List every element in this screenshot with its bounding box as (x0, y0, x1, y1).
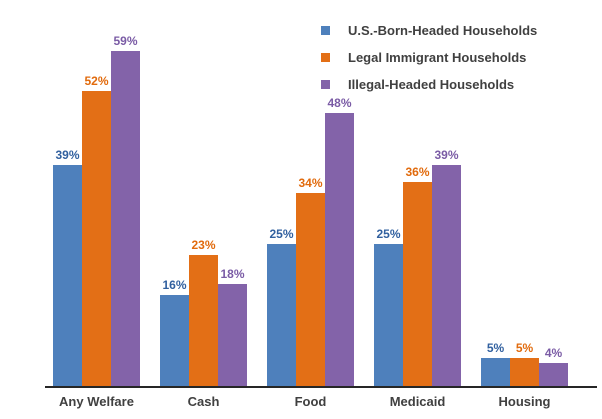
bar-food-series-1 (296, 193, 325, 386)
bar-value-label-cash-series-2: 18% (220, 267, 245, 281)
bar-medicaid-series-1 (403, 182, 432, 386)
bar-any-welfare-series-2 (111, 51, 140, 386)
bar-value-label-housing-series-1: 5% (515, 341, 534, 355)
legend-item-illegal-headed: Illegal-Headed Households (321, 75, 537, 94)
legend-swatch-blue-icon (321, 26, 330, 35)
bar-medicaid-series-0 (374, 244, 403, 386)
legend-swatch-purple-icon (321, 80, 330, 89)
bar-medicaid-series-2 (432, 165, 461, 386)
legend-item-legal-immigrant: Legal Immigrant Households (321, 48, 537, 67)
bar-housing-series-1 (510, 358, 539, 386)
legend-label-us-born: U.S.-Born-Headed Households (348, 23, 538, 38)
x-axis-label-food: Food (294, 394, 327, 409)
bar-value-label-medicaid-series-2: 39% (434, 148, 459, 162)
bar-food-series-2 (325, 113, 354, 386)
bar-cash-series-0 (160, 295, 189, 386)
legend-label-illegal-headed: Illegal-Headed Households (348, 77, 515, 92)
legend-swatch-orange-icon (321, 53, 330, 62)
x-axis-label-any-welfare: Any Welfare (59, 394, 134, 409)
legend: U.S.-Born-Headed Households Legal Immigr… (321, 21, 537, 102)
x-axis-labels: Any Welfare Cash Food Medicaid Housing (45, 394, 597, 414)
bar-value-label-food-series-2: 48% (327, 96, 352, 110)
plot-area: 39% 52% 59% 16% 23% 18% 25% 34% 48% 25% 36% 39% 5% 5%… (45, 34, 597, 388)
bar-value-label-any-welfare-series-0: 39% (55, 148, 80, 162)
bar-housing-series-0 (481, 358, 510, 386)
bar-value-label-cash-series-0: 16% (162, 278, 187, 292)
bar-value-label-medicaid-series-1: 36% (405, 165, 430, 179)
bar-value-label-cash-series-1: 23% (191, 238, 216, 252)
x-axis-label-cash: Cash (187, 394, 220, 409)
bar-housing-series-2 (539, 363, 568, 386)
bar-value-label-food-series-1: 34% (298, 176, 323, 190)
bar-any-welfare-series-0 (53, 165, 82, 386)
bar-value-label-any-welfare-series-1: 52% (84, 74, 109, 88)
bar-cash-series-1 (189, 255, 218, 386)
bar-food-series-0 (267, 244, 296, 386)
x-axis-label-housing: Housing (498, 394, 551, 409)
bar-value-label-housing-series-2: 4% (544, 346, 563, 360)
x-axis-label-medicaid: Medicaid (389, 394, 446, 409)
bar-value-label-housing-series-0: 5% (486, 341, 505, 355)
legend-item-us-born: U.S.-Born-Headed Households (321, 21, 537, 40)
bar-value-label-medicaid-series-0: 25% (376, 227, 401, 241)
legend-label-legal-immigrant: Legal Immigrant Households (348, 50, 527, 65)
bar-any-welfare-series-1 (82, 91, 111, 386)
bar-cash-series-2 (218, 284, 247, 386)
bar-value-label-any-welfare-series-2: 59% (113, 34, 138, 48)
bar-value-label-food-series-0: 25% (269, 227, 294, 241)
